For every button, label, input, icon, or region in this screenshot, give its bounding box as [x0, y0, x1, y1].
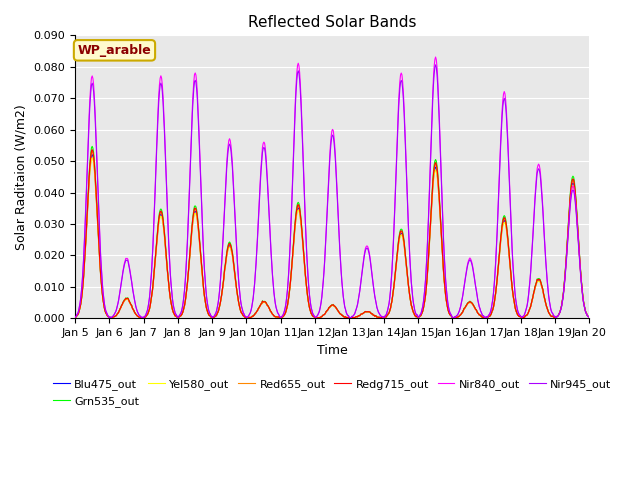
Blu475_out: [81, 264, 88, 269]
Red655_out: [214, 310, 221, 316]
Nir840_out: [213, 308, 221, 313]
Blu475_out: [134, 313, 142, 319]
Grn535_out: [81, 261, 88, 267]
Nir945_out: [186, 187, 193, 192]
Yel580_out: [71, 314, 79, 320]
Nir945_out: [449, 315, 456, 321]
Yel580_out: [347, 315, 355, 321]
Line: Nir840_out: Nir840_out: [75, 57, 589, 318]
Red655_out: [586, 314, 593, 320]
Line: Blu475_out: Blu475_out: [75, 155, 589, 318]
Line: Grn535_out: Grn535_out: [75, 146, 589, 318]
Yel580_out: [411, 312, 419, 318]
Yel580_out: [81, 264, 88, 270]
Line: Red655_out: Red655_out: [75, 151, 589, 318]
Yel580_out: [586, 314, 593, 320]
Nir840_out: [586, 314, 593, 320]
Title: Reflected Solar Bands: Reflected Solar Bands: [248, 15, 417, 30]
Grn535_out: [186, 245, 194, 251]
Red655_out: [411, 312, 419, 318]
Yel580_out: [396, 235, 404, 241]
Blu475_out: [411, 312, 419, 318]
Line: Nir945_out: Nir945_out: [75, 65, 589, 318]
Redg715_out: [586, 314, 593, 320]
Nir945_out: [133, 309, 141, 314]
Nir945_out: [586, 314, 593, 320]
Grn535_out: [396, 229, 404, 235]
Blu475_out: [214, 311, 221, 316]
Redg715_out: [411, 312, 419, 318]
Nir945_out: [394, 111, 402, 117]
Nir840_out: [410, 300, 417, 305]
Redg715_out: [88, 147, 96, 153]
Nir945_out: [213, 308, 221, 313]
Red655_out: [71, 314, 79, 320]
Blu475_out: [186, 248, 194, 254]
Grn535_out: [214, 310, 221, 316]
X-axis label: Time: Time: [317, 344, 348, 357]
Grn535_out: [586, 314, 593, 320]
Redg715_out: [71, 314, 79, 320]
Grn535_out: [71, 314, 79, 320]
Legend: Blu475_out, Grn535_out, Yel580_out, Red655_out, Redg715_out, Nir840_out, Nir945_: Blu475_out, Grn535_out, Yel580_out, Red6…: [49, 375, 616, 411]
Nir945_out: [81, 241, 88, 247]
Yel580_out: [134, 313, 142, 319]
Yel580_out: [214, 311, 221, 316]
Grn535_out: [88, 144, 96, 149]
Yel580_out: [186, 250, 194, 255]
Blu475_out: [586, 314, 593, 320]
Redg715_out: [134, 313, 142, 319]
Nir840_out: [394, 105, 402, 110]
Nir840_out: [186, 183, 193, 189]
Nir840_out: [71, 314, 79, 320]
Redg715_out: [347, 315, 355, 321]
Red655_out: [134, 313, 142, 319]
Redg715_out: [214, 310, 221, 316]
Redg715_out: [186, 246, 194, 252]
Blu475_out: [396, 233, 404, 239]
Red655_out: [81, 263, 88, 268]
Nir840_out: [449, 315, 456, 321]
Nir840_out: [432, 54, 440, 60]
Redg715_out: [396, 231, 404, 237]
Red655_out: [396, 232, 404, 238]
Red655_out: [186, 247, 194, 253]
Blu475_out: [88, 152, 96, 157]
Red655_out: [347, 315, 355, 321]
Grn535_out: [347, 315, 355, 321]
Red655_out: [88, 148, 96, 154]
Yel580_out: [88, 155, 96, 161]
Nir945_out: [410, 300, 417, 306]
Redg715_out: [81, 262, 88, 268]
Grn535_out: [411, 312, 419, 318]
Nir840_out: [81, 239, 88, 245]
Nir945_out: [71, 314, 79, 320]
Line: Redg715_out: Redg715_out: [75, 150, 589, 318]
Line: Yel580_out: Yel580_out: [75, 158, 589, 318]
Blu475_out: [71, 314, 79, 320]
Nir945_out: [432, 62, 440, 68]
Nir840_out: [133, 309, 141, 314]
Grn535_out: [134, 313, 142, 319]
Text: WP_arable: WP_arable: [77, 44, 151, 57]
Y-axis label: Solar Raditaion (W/m2): Solar Raditaion (W/m2): [15, 104, 28, 250]
Blu475_out: [347, 315, 355, 321]
